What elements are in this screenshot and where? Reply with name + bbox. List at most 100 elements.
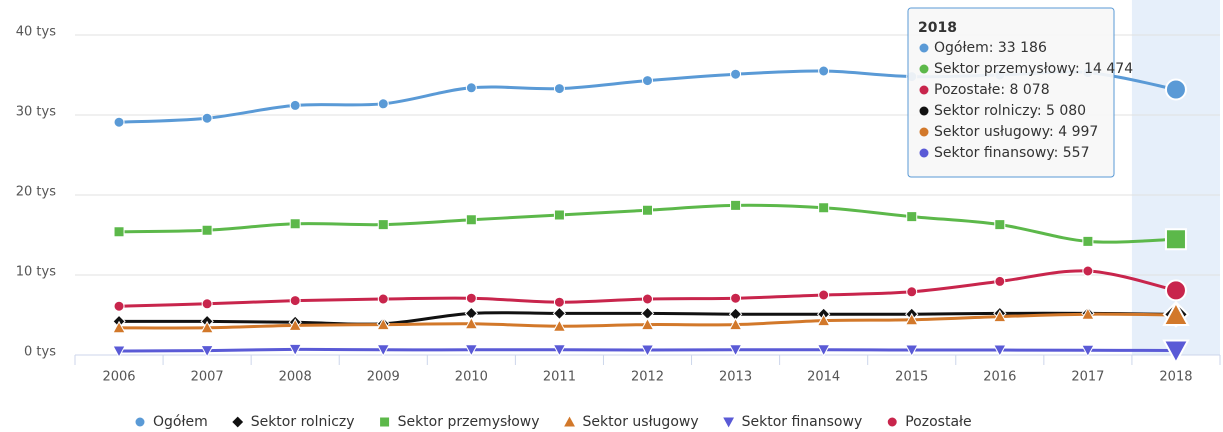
data-point — [904, 344, 919, 358]
data-point — [465, 292, 477, 304]
tooltip-bullet — [919, 85, 929, 95]
data-point — [1082, 265, 1094, 277]
legend-label: Sektor finansowy — [742, 414, 863, 430]
legend-item[interactable]: Sektor usługowy — [564, 414, 699, 430]
legend-item[interactable]: Ogółem — [135, 414, 208, 430]
data-point — [464, 316, 479, 330]
data-point — [465, 82, 477, 94]
tooltip-box — [907, 7, 1115, 178]
x-tick-label: 2018 — [1159, 370, 1192, 385]
data-point — [289, 218, 301, 230]
data-point — [906, 211, 918, 223]
data-point — [1164, 279, 1187, 302]
data-point — [1164, 228, 1187, 251]
data-point — [642, 293, 653, 305]
x-tick-label: 2014 — [807, 370, 840, 385]
data-point — [201, 298, 213, 310]
data-point — [992, 309, 1007, 323]
tooltip-bullet — [919, 64, 929, 74]
legend-label: Pozostałe — [905, 414, 971, 430]
data-point — [288, 343, 303, 357]
legend-item[interactable]: Pozostałe — [887, 414, 972, 430]
data-point — [904, 312, 919, 326]
y-tick-label: 0 tys — [24, 345, 56, 360]
tooltip-item: Sektor przemysłowy: 14 474 — [934, 61, 1133, 77]
data-point — [552, 306, 567, 321]
x-tick-label: 2009 — [367, 370, 400, 385]
data-point — [113, 300, 125, 312]
data-point — [1081, 344, 1095, 358]
legend: Ogółem Sektor rolniczy Sektor przemysłowy S… — [135, 414, 972, 430]
data-point — [201, 224, 213, 236]
x-tick-label: 2011 — [543, 370, 576, 385]
data-point — [1162, 339, 1190, 365]
data-point — [113, 116, 125, 128]
data-point — [288, 318, 303, 331]
data-point — [553, 209, 565, 221]
data-point — [464, 344, 479, 357]
data-point — [1081, 307, 1095, 320]
tooltip-bullet — [919, 127, 929, 137]
tooltip: 2018 Ogółem: 33 186 Sektor przemysłowy: 14… — [907, 7, 1133, 178]
y-tick-label: 40 tys — [16, 25, 56, 40]
legend-label: Ogółem — [153, 414, 208, 430]
x-tick-label: 2016 — [983, 370, 1016, 385]
x-tick-label: 2007 — [191, 370, 224, 385]
x-tick-label: 2010 — [455, 370, 488, 385]
marker — [564, 416, 575, 427]
data-point — [994, 275, 1006, 287]
marker — [135, 417, 145, 427]
data-point — [816, 313, 831, 327]
data-point — [201, 112, 213, 124]
data-point — [728, 344, 743, 357]
x-tick-label: 2015 — [895, 370, 928, 385]
data-point — [465, 214, 477, 226]
data-point — [552, 319, 567, 332]
marker — [232, 416, 244, 428]
data-point — [818, 289, 830, 301]
legend-label: Sektor usługowy — [583, 414, 699, 430]
legend-item[interactable]: Sektor finansowy — [723, 414, 862, 430]
x-tick-label: 2012 — [631, 370, 664, 385]
y-tick-label: 20 tys — [16, 185, 56, 200]
legend-item[interactable]: Sektor przemysłowy — [380, 414, 540, 430]
legend-label: Sektor rolniczy — [251, 414, 355, 430]
data-point — [552, 344, 567, 357]
data-point — [642, 75, 653, 87]
data-point — [728, 317, 743, 331]
x-tick-label: 2008 — [279, 370, 312, 385]
y-tick-label: 30 tys — [16, 105, 56, 120]
tooltip-bullet — [919, 43, 929, 53]
data-point — [730, 199, 742, 211]
data-point — [377, 293, 389, 305]
marker — [723, 417, 735, 428]
x-tick-label: 2006 — [102, 370, 135, 385]
data-point — [1164, 78, 1187, 101]
tooltip-item: Sektor finansowy: 557 — [934, 145, 1089, 161]
data-point — [816, 344, 831, 357]
data-point — [376, 317, 391, 331]
tooltip-item: Ogółem: 33 186 — [934, 40, 1047, 56]
tooltip-title: 2018 — [918, 20, 957, 36]
data-point — [1162, 300, 1190, 327]
legend-item[interactable]: Sektor rolniczy — [232, 414, 355, 430]
data-point — [818, 202, 830, 214]
data-point — [377, 98, 389, 110]
data-point — [200, 320, 214, 334]
data-point — [818, 65, 830, 77]
data-point — [112, 320, 126, 334]
data-point — [640, 317, 655, 331]
x-tick-label: 2013 — [719, 370, 752, 385]
data-point — [1082, 235, 1094, 247]
data-point — [112, 345, 126, 359]
marker — [380, 417, 390, 427]
data-point — [376, 344, 391, 357]
x-tick-label: 2017 — [1071, 370, 1104, 385]
data-point — [200, 345, 214, 358]
data-point — [553, 296, 565, 308]
marker — [887, 417, 897, 427]
data-point — [113, 226, 125, 238]
tooltip-bullet — [919, 148, 929, 158]
data-point — [289, 295, 301, 307]
